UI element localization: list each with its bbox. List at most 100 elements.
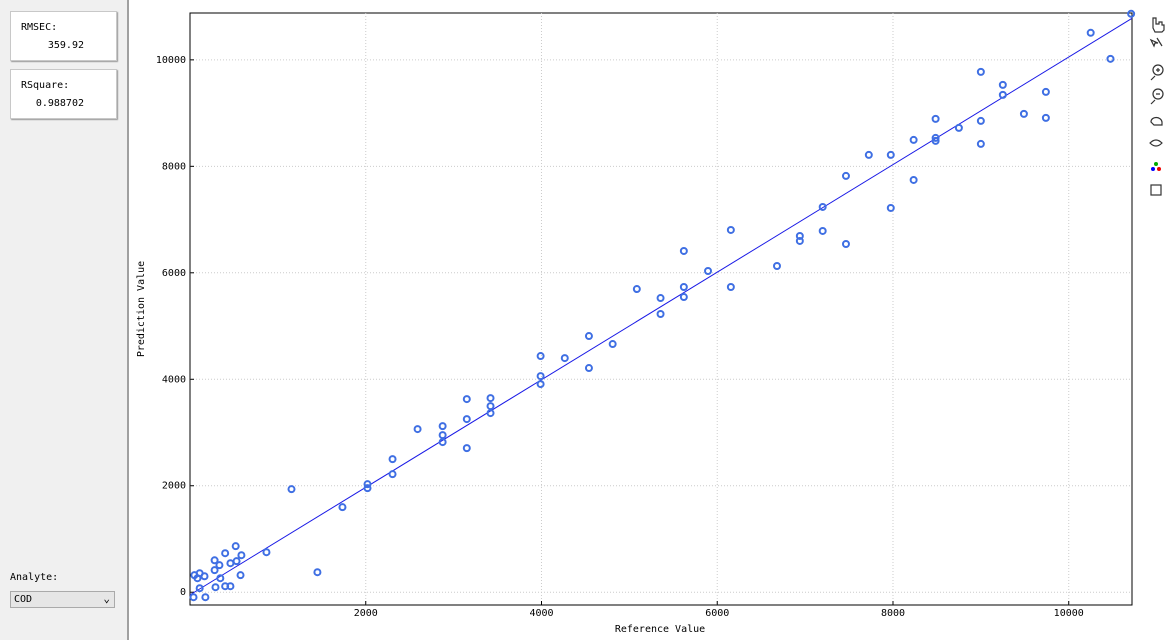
stat-box: RMSEC: 359.92 [10, 11, 117, 61]
point [313, 568, 322, 577]
point [584, 364, 593, 373]
toolbar [1149, 17, 1165, 196]
side-panel: RMSEC: 359.92 RSquare: 0.988702 Analyte: C… [0, 0, 129, 640]
point [536, 380, 545, 389]
tool-select[interactable] [1149, 37, 1163, 48]
x-tick-label: 2000 [354, 608, 378, 619]
point [211, 583, 220, 592]
plot-area [189, 12, 1133, 606]
point [210, 556, 219, 565]
tool-zoom-out[interactable] [1150, 88, 1164, 105]
point [536, 372, 545, 381]
point [189, 593, 198, 602]
point [795, 236, 804, 245]
point [215, 561, 224, 570]
point [818, 226, 827, 235]
point [388, 470, 397, 479]
point [462, 415, 471, 424]
x-tick-label: 8000 [881, 608, 905, 619]
point [216, 574, 225, 583]
fit-line [189, 17, 1133, 596]
point [704, 266, 713, 275]
analyte-label: Analyte: [10, 572, 59, 583]
y-axis-label: Prediction Value [136, 261, 147, 357]
point [909, 135, 918, 144]
point [486, 394, 495, 403]
tool-pointer[interactable] [1152, 17, 1165, 33]
point [679, 283, 688, 292]
point [200, 572, 209, 581]
analyte-select[interactable]: COD ⌄ [10, 591, 115, 608]
x-tick-label: 6000 [705, 608, 729, 619]
point [726, 225, 735, 234]
point [462, 444, 471, 453]
point [931, 136, 940, 145]
tool-fit[interactable] [1150, 184, 1162, 196]
point [841, 171, 850, 180]
point [841, 239, 850, 248]
stat-value: 359.92 [47, 40, 84, 51]
point [1041, 113, 1050, 122]
point [462, 395, 471, 404]
point [772, 261, 781, 270]
tool-color[interactable] [1151, 162, 1161, 171]
point [201, 593, 210, 602]
point [864, 150, 873, 159]
point [560, 354, 569, 363]
point [413, 425, 422, 434]
point [886, 203, 895, 212]
point [954, 123, 963, 132]
point [486, 409, 495, 418]
point [221, 549, 230, 558]
tool-pan[interactable] [1150, 116, 1163, 126]
point [1041, 87, 1050, 96]
point [232, 557, 241, 566]
point [679, 246, 688, 255]
point [262, 548, 271, 557]
y-tick-label: 2000 [162, 481, 186, 492]
point [1086, 28, 1095, 37]
y-tick-label: 0 [180, 587, 186, 598]
point [886, 150, 895, 159]
point [536, 352, 545, 361]
point [388, 455, 397, 464]
point [1106, 54, 1115, 63]
point [726, 283, 735, 292]
point [237, 551, 246, 560]
point [1019, 109, 1028, 118]
x-axis-label: Reference Value [615, 624, 705, 635]
point [210, 566, 219, 575]
point [1127, 9, 1136, 18]
point [656, 310, 665, 319]
point [679, 293, 688, 302]
point [976, 116, 985, 125]
stat-value: 0.988702 [35, 98, 84, 109]
point [909, 175, 918, 184]
tool-zoom-in[interactable] [1150, 64, 1164, 81]
y-tick-label: 8000 [162, 161, 186, 172]
y-tick-label: 10000 [156, 55, 186, 66]
stat-box: RSquare: 0.988702 [10, 69, 117, 119]
point [438, 438, 447, 447]
point [226, 582, 235, 591]
point [584, 332, 593, 341]
point [998, 90, 1007, 99]
point [931, 114, 940, 123]
point [287, 485, 296, 494]
y-tick-label: 6000 [162, 268, 186, 279]
point [195, 584, 204, 593]
tool-view[interactable] [1149, 139, 1163, 147]
point [818, 202, 827, 211]
point [338, 503, 347, 512]
point [976, 67, 985, 76]
x-tick-label: 10000 [1054, 608, 1084, 619]
stat-label: RMSEC: [21, 22, 58, 33]
point [236, 571, 245, 580]
point [998, 80, 1007, 89]
x-tick-label: 4000 [529, 608, 553, 619]
point [656, 294, 665, 303]
point [632, 285, 641, 294]
point [231, 542, 240, 551]
